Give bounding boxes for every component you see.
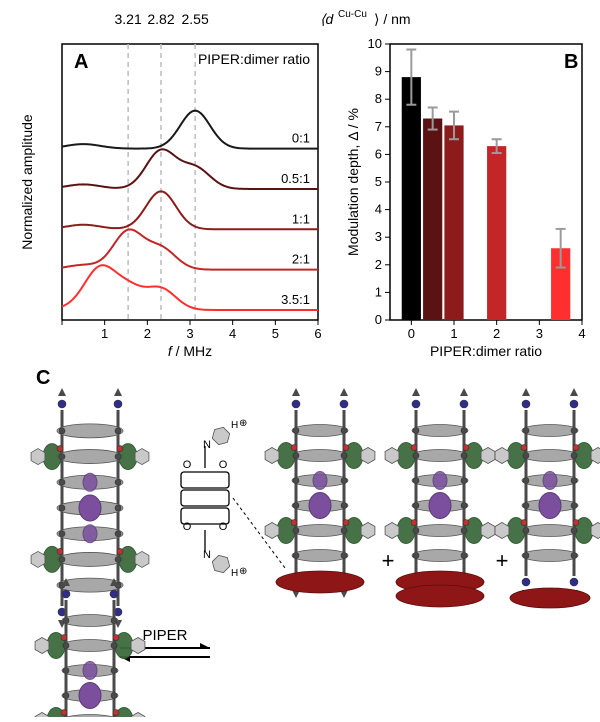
panelB-bar <box>444 125 463 320</box>
panelB-bar <box>487 146 506 320</box>
panelB-ytick: 4 <box>375 202 382 217</box>
piper-plate-free <box>510 588 590 608</box>
panelB-ytick: 7 <box>375 119 382 134</box>
plus-glyph: + <box>496 548 509 573</box>
panelA-ratio-label: 3.5:1 <box>281 292 310 307</box>
panelB-xtick: 1 <box>450 326 457 341</box>
svg-text:O: O <box>183 521 192 533</box>
panelA-xtick: 1 <box>101 326 108 341</box>
panel-label-C: C <box>36 367 50 389</box>
svg-text:O: O <box>219 459 228 471</box>
piper-molecule: OOOONNH⊕H⊕ <box>181 418 285 579</box>
panelA-axes <box>62 44 318 320</box>
svg-text:O: O <box>183 459 192 471</box>
svg-text:⊕: ⊕ <box>239 566 247 577</box>
panelA-xtick: 6 <box>314 326 321 341</box>
dist-label: 2.55 <box>181 11 208 27</box>
panelB-bar <box>423 119 442 320</box>
dist-unit: ⟨d Cu-Cu ⟩ / nm <box>320 9 411 27</box>
piper-arrow-label: PIPER <box>142 627 187 644</box>
panelB-ytick: 10 <box>368 36 382 51</box>
cage <box>31 388 149 628</box>
svg-text:N: N <box>203 549 211 561</box>
panelB-ytick: 8 <box>375 91 382 106</box>
svg-text:⟩ / nm: ⟩ / nm <box>374 11 411 27</box>
plus-glyph: + <box>382 548 395 573</box>
piper-plate-group <box>276 571 364 593</box>
panelB-bar <box>402 77 421 320</box>
panelB-xtick: 4 <box>578 326 585 341</box>
panelB-ylabel: Modulation depth, Δ / % <box>345 108 361 256</box>
panelA-xtick: 4 <box>229 326 236 341</box>
panelA-xtick: 3 <box>186 326 193 341</box>
panelB-ytick: 5 <box>375 174 382 189</box>
panelA-title: PIPER:dimer ratio <box>198 51 310 67</box>
panelB-ytick: 2 <box>375 257 382 272</box>
panelA-ratio-label: 1:1 <box>292 211 310 226</box>
panelB-ytick: 9 <box>375 64 382 79</box>
svg-text:O: O <box>219 521 228 533</box>
panelA-ylabel: Normalized amplitude <box>19 114 35 250</box>
panelA-xtick: 2 <box>144 326 151 341</box>
panelB-xtick: 3 <box>536 326 543 341</box>
panelB-xtick: 2 <box>493 326 500 341</box>
svg-text:⟨d: ⟨d <box>320 11 334 27</box>
panelB-ytick: 0 <box>375 312 382 327</box>
svg-text:N: N <box>203 439 211 451</box>
dist-label: 3.21 <box>115 11 142 27</box>
cage <box>495 388 600 598</box>
panelB-xtick: 0 <box>408 326 415 341</box>
panelB-ytick: 3 <box>375 229 382 244</box>
panelA-ratio-label: 0.5:1 <box>281 171 310 186</box>
svg-text:H: H <box>231 568 238 579</box>
panelB-xlabel: PIPER:dimer ratio <box>430 343 542 359</box>
cage <box>385 388 495 598</box>
dist-label: 2.82 <box>147 11 174 27</box>
panel-label-B: B <box>564 51 578 73</box>
piper-plate-group <box>396 571 484 607</box>
cage <box>35 578 145 717</box>
panelA-ratio-label: 0:1 <box>292 131 310 146</box>
cage <box>265 388 375 598</box>
svg-text:H: H <box>231 420 238 431</box>
svg-text:⊕: ⊕ <box>239 418 247 429</box>
panelA-xtick: 5 <box>272 326 279 341</box>
panelA-ratio-label: 2:1 <box>292 252 310 267</box>
panelB-ytick: 1 <box>375 284 382 299</box>
svg-text:Cu-Cu: Cu-Cu <box>338 9 367 20</box>
panel-label-A: A <box>74 51 88 73</box>
panelA-xlabel: f / MHz <box>168 343 212 359</box>
panelB-ytick: 6 <box>375 146 382 161</box>
